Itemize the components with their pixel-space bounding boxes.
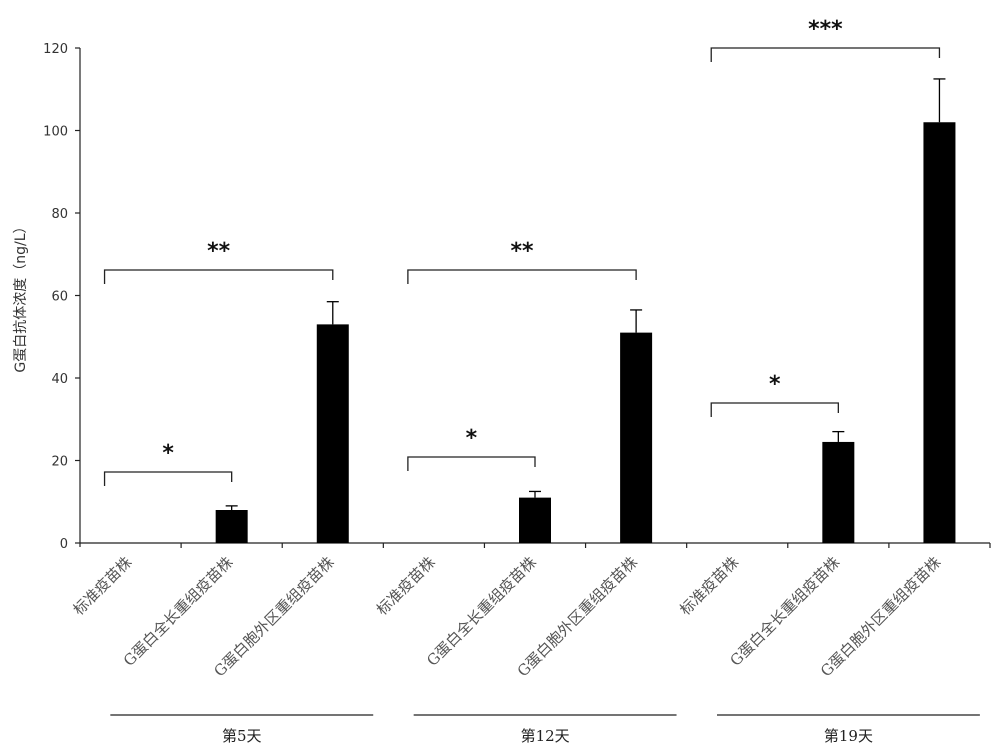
- significance-label: **: [510, 239, 534, 264]
- significance-bracket: [711, 403, 838, 417]
- y-tick-label: 0: [60, 537, 68, 552]
- category-label: G蛋白全长重组疫苗株: [727, 553, 844, 670]
- bar: [822, 442, 854, 543]
- significance-label: ***: [808, 17, 843, 42]
- bar: [216, 510, 248, 543]
- category-label: G蛋白全长重组疫苗株: [120, 553, 237, 670]
- category-labels: 标准疫苗株G蛋白全长重组疫苗株G蛋白胞外区重组疫苗株第5天标准疫苗株G蛋白全长重…: [70, 553, 980, 745]
- significance-bracket: [408, 457, 535, 471]
- significance-label: *: [162, 441, 174, 466]
- y-tick-label: 80: [51, 207, 68, 222]
- significance-bracket: [711, 48, 939, 62]
- significance-label: **: [207, 239, 231, 264]
- category-label: 标准疫苗株: [373, 553, 439, 619]
- significance-label: *: [466, 426, 478, 451]
- significance-bracket: [105, 270, 333, 284]
- y-tick-label: 40: [51, 372, 68, 387]
- significance-brackets: **********: [105, 17, 940, 486]
- bar: [519, 498, 551, 543]
- group-label: 第19天: [824, 727, 873, 745]
- category-label: G蛋白全长重组疫苗株: [423, 553, 540, 670]
- bar: [620, 333, 652, 543]
- y-axis-title: G蛋白抗体浓度（ng/L）: [13, 219, 29, 372]
- bars: [216, 79, 956, 543]
- significance-bracket: [105, 472, 232, 486]
- group-label: 第12天: [521, 727, 570, 745]
- y-tick-label: 60: [51, 290, 68, 305]
- category-label: 标准疫苗株: [676, 553, 742, 619]
- group-label: 第5天: [222, 727, 262, 745]
- y-tick-label: 100: [43, 125, 68, 140]
- significance-bracket: [408, 270, 636, 284]
- category-label: 标准疫苗株: [70, 553, 136, 619]
- y-tick-label: 120: [43, 42, 68, 57]
- significance-label: *: [769, 372, 781, 397]
- bar: [923, 122, 955, 543]
- bar: [317, 324, 349, 543]
- y-tick-label: 20: [51, 455, 68, 470]
